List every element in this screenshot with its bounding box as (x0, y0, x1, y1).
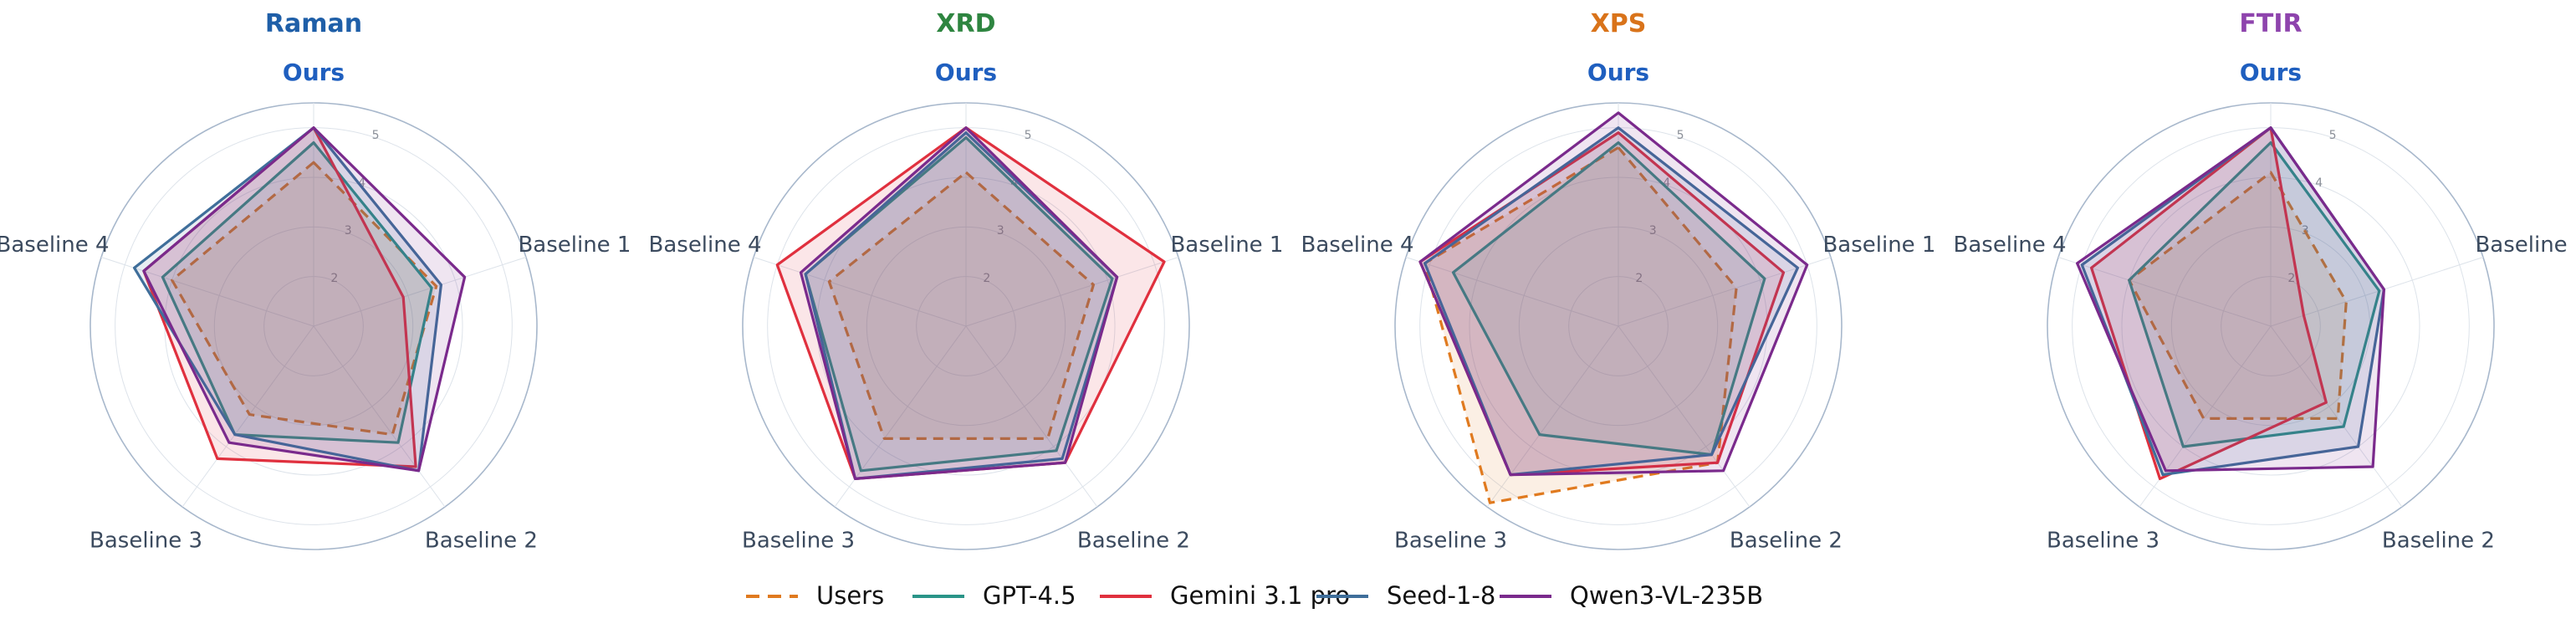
radar-panel-raman: 2 3 4 5 Ours Baseline 1 Baseline 2 Baseline 3 Ba… (0, 9, 631, 553)
axis-label-baseline-1: Baseline 1 (1170, 233, 1283, 258)
series-users (171, 161, 438, 437)
axis-label-ours: Ours (2240, 59, 2302, 86)
series-qwen3-vl-235b (142, 126, 467, 473)
tick-label: 5 (372, 129, 380, 142)
legend-label: Users (816, 581, 884, 610)
spoke (313, 325, 446, 508)
axis-label-baseline-4: Baseline 4 (0, 233, 110, 258)
axis-label-baseline-3: Baseline 3 (89, 528, 202, 553)
panel-title: FTIR (2239, 9, 2302, 38)
axis-label-baseline-4: Baseline 4 (1301, 233, 1414, 258)
legend-item-gpt-4-5: GPT-4.5 (912, 581, 1076, 610)
spoke (181, 325, 314, 508)
series-gpt-4-5 (1451, 141, 1766, 457)
axis-label-baseline-1: Baseline 1 (2475, 233, 2576, 258)
series-qwen3-vl-235b (2076, 126, 2385, 473)
series-users (1423, 146, 1738, 504)
radar-panel-xps: 2 3 4 5 Ours Baseline 1 Baseline 2 Baseline 3 Ba… (1301, 9, 1936, 553)
legend-label: Qwen3-VL-235B (1570, 581, 1763, 610)
legend-item-qwen3-vl-235b: Qwen3-VL-235B (1500, 581, 1763, 610)
axis-label-ours: Ours (1587, 59, 1649, 86)
series-gpt-4-5 (161, 141, 433, 444)
tick-label: 3 (997, 224, 1004, 238)
legend-label: Seed-1-8 (1387, 581, 1495, 610)
series-seed-1-8 (1423, 126, 1799, 477)
series-users (827, 171, 1096, 441)
spoke (100, 257, 314, 327)
axis-label-baseline-4: Baseline 4 (649, 233, 762, 258)
tick-label: 2 (1635, 272, 1643, 285)
axis-label-baseline-2: Baseline 2 (1077, 528, 1190, 553)
axis-label-baseline-1: Baseline 1 (1822, 233, 1935, 258)
legend-item-users: Users (746, 581, 884, 610)
series-users (2128, 171, 2348, 420)
spoke (965, 257, 1179, 327)
axis-label-baseline-3: Baseline 3 (1394, 528, 1507, 553)
spoke (2270, 325, 2403, 508)
series-gemini-3-1-pro (2090, 126, 2328, 481)
tick-label: 3 (1649, 224, 1657, 238)
axis-label-baseline-2: Baseline 2 (425, 528, 538, 553)
axis-label-baseline-4: Baseline 4 (1954, 233, 2067, 258)
legend-item-seed-1-8: Seed-1-8 (1316, 581, 1495, 610)
axis-label-baseline-1: Baseline 1 (518, 233, 631, 258)
tick-label: 5 (2329, 129, 2337, 142)
tick-label: 2 (2287, 272, 2295, 285)
series-qwen3-vl-235b (799, 126, 1119, 481)
axis-label-ours: Ours (283, 59, 345, 86)
tick-label: 3 (345, 224, 352, 238)
spoke (965, 325, 1098, 508)
series-gemini-3-1-pro (1418, 131, 1786, 477)
panel-title: XRD (936, 9, 995, 38)
tick-label: 4 (2315, 176, 2323, 190)
tick-label: 5 (1677, 129, 1684, 142)
axis-label-baseline-2: Baseline 2 (1730, 528, 1843, 553)
axis-label-baseline-3: Baseline 3 (742, 528, 855, 553)
tick-label: 4 (1663, 176, 1670, 190)
tick-label: 4 (358, 176, 365, 190)
axis-label-ours: Ours (935, 59, 997, 86)
axis-label-baseline-2: Baseline 2 (2382, 528, 2495, 553)
spoke (1486, 325, 1619, 508)
spoke (1618, 257, 1832, 327)
spoke (753, 257, 967, 327)
tick-label: 2 (330, 272, 338, 285)
spoke (2270, 257, 2484, 327)
panel-title: XPS (1591, 9, 1647, 38)
axis-label-baseline-3: Baseline 3 (2047, 528, 2159, 553)
legend-label: GPT-4.5 (983, 581, 1076, 610)
spoke (1405, 257, 1619, 327)
legend: Users GPT-4.5 Gemini 3.1 pro Seed-1-8 Qwen3-… (746, 581, 1763, 610)
spoke (313, 257, 527, 327)
spoke (1618, 325, 1751, 508)
legend-item-gemini-3-1-pro: Gemini 3.1 pro (1100, 581, 1350, 610)
spoke (2057, 257, 2272, 327)
tick-label: 2 (983, 272, 990, 285)
spoke (834, 325, 967, 508)
panel-title: Raman (265, 9, 362, 38)
series-qwen3-vl-235b (1418, 111, 1809, 477)
tick-label: 5 (1025, 129, 1032, 142)
